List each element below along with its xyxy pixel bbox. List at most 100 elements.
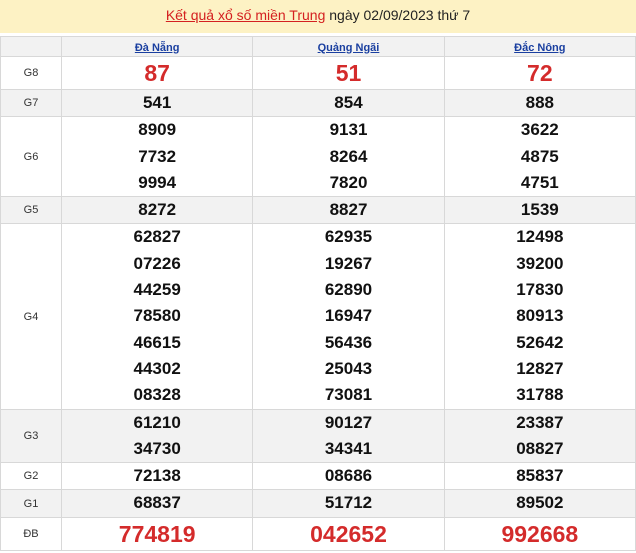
prize-number: 888 [525,93,555,112]
prize-number: 8272 [138,200,177,220]
prize-label: G7 [0,88,62,118]
province-header: Đà Nẵng [60,36,254,57]
prize-number: 51 [335,60,362,86]
prize-number: 541 [142,93,172,112]
prize-row-g4: G4 62827 07226 44259 78580 46615 44302 08328 629… [0,223,636,410]
prize-cell: 61210 34730 [60,408,254,464]
prize-cell: 3622 4875 4751 [443,116,636,198]
prize-row-g6: G6 8909 7732 9994 9131 8264 7820 3622 4875 4751 [0,116,636,198]
prize-label: G4 [0,223,62,410]
prize-number: 042652 [310,520,387,547]
prize-cell: 9131 8264 7820 [252,116,445,198]
prize-label: G6 [0,116,62,198]
prize-number: 61210 [133,412,181,432]
prize-number: 80913 [516,306,564,326]
prize-number: 51712 [324,493,373,513]
prize-number: 08328 [133,385,181,405]
prize-cell: 12498 39200 17830 80913 52642 12827 31788 [443,223,636,410]
prize-number: 07226 [133,253,181,273]
prize-cell: 90127 34341 [252,408,445,464]
prize-number: 39200 [516,253,564,273]
province-header: Quảng Ngãi [252,36,445,57]
prize-number: 4875 [520,146,559,166]
prize-row-g8: G8 87 51 72 [0,56,636,90]
prize-number: 72 [527,60,553,86]
prize-label: G1 [0,489,62,518]
prize-number: 87 [144,60,170,86]
prize-row-g7: G7 541 854 888 [0,88,636,118]
prize-cell: 87 [60,56,254,90]
prize-number: 4751 [520,172,559,192]
prize-row-g2: G2 72138 08686 85837 [0,462,636,491]
prize-label: G8 [0,56,62,90]
prize-row-g5: G5 8272 8827 1539 [0,196,636,225]
prize-row-đb: ĐB 774819 042652 992668 [0,516,636,551]
prize-label: G5 [0,196,62,225]
title-date: ngày 02/09/2023 thứ 7 [325,7,471,23]
prize-cell: 08686 [252,462,445,491]
header-row: Đà Nẵng Quảng Ngãi Đắc Nông [0,36,636,57]
prize-cell: 1539 [443,196,636,225]
prize-number: 992668 [501,520,579,547]
prize-number: 68837 [133,493,181,513]
prize-number: 46615 [133,332,181,352]
prize-cell: 992668 [443,516,636,551]
prize-number: 9994 [138,172,177,192]
prize-number: 85837 [516,466,564,486]
prize-number: 7732 [138,146,177,166]
prize-number: 34341 [324,438,373,458]
prize-row-g3: G3 61210 34730 90127 34341 23387 08827 [0,408,636,464]
prize-number: 90127 [324,412,373,432]
prize-cell: 68837 [60,489,254,518]
prize-number: 52642 [516,332,564,352]
prize-number: 3622 [520,120,559,140]
prize-number: 12827 [516,358,564,378]
results-link[interactable]: Kết quả xổ số miền Trung [165,7,326,23]
prize-number: 08686 [324,466,373,486]
results-table: Đà Nẵng Quảng Ngãi Đắc Nông G8 87 51 72 G7 54… [0,36,636,551]
prize-number: 62935 [324,227,373,247]
prize-number: 8827 [329,200,368,220]
prize-number: 17830 [516,280,564,300]
prize-number: 89502 [516,493,564,513]
prize-number: 72138 [133,466,181,486]
prize-cell: 854 [252,88,445,118]
prize-number: 854 [334,93,363,112]
prize-number: 44302 [133,358,181,378]
prize-label: G3 [0,408,62,464]
prize-number: 19267 [324,253,373,273]
prize-number: 62890 [324,280,373,300]
province-header: Đắc Nông [443,36,636,57]
prize-number: 8909 [138,120,177,140]
prize-number: 31788 [516,385,564,405]
prize-number: 34730 [133,438,181,458]
prize-number: 56436 [324,332,373,352]
province-link-quang-ngai[interactable]: Quảng Ngãi [317,41,380,54]
prize-cell: 62935 19267 62890 16947 56436 25043 73081 [252,223,445,410]
prize-cell: 51712 [252,489,445,518]
prize-cell: 23387 08827 [443,408,636,464]
prize-number: 25043 [324,358,373,378]
prize-number: 12498 [516,227,564,247]
prize-number: 9131 [329,120,368,140]
prize-label: ĐB [0,516,62,551]
province-link-da-nang[interactable]: Đà Nẵng [134,41,180,54]
prize-row-g1: G1 68837 51712 89502 [0,489,636,518]
prize-label: G2 [0,462,62,491]
empty-header-cell [0,36,62,57]
prize-number: 08827 [516,438,564,458]
prize-cell: 8827 [252,196,445,225]
prize-number: 8264 [329,146,368,166]
prize-number: 7820 [329,172,368,192]
prize-number: 78580 [133,306,181,326]
prize-number: 62827 [133,227,181,247]
prize-cell: 8272 [60,196,254,225]
prize-cell: 8909 7732 9994 [60,116,254,198]
prize-number: 16947 [324,306,373,326]
prize-cell: 774819 [60,516,254,551]
prize-cell: 85837 [443,462,636,491]
province-link-dac-nong[interactable]: Đắc Nông [514,41,566,54]
prize-cell: 72 [443,56,636,90]
prize-cell: 62827 07226 44259 78580 46615 44302 08328 [60,223,254,410]
prize-cell: 51 [252,56,445,90]
